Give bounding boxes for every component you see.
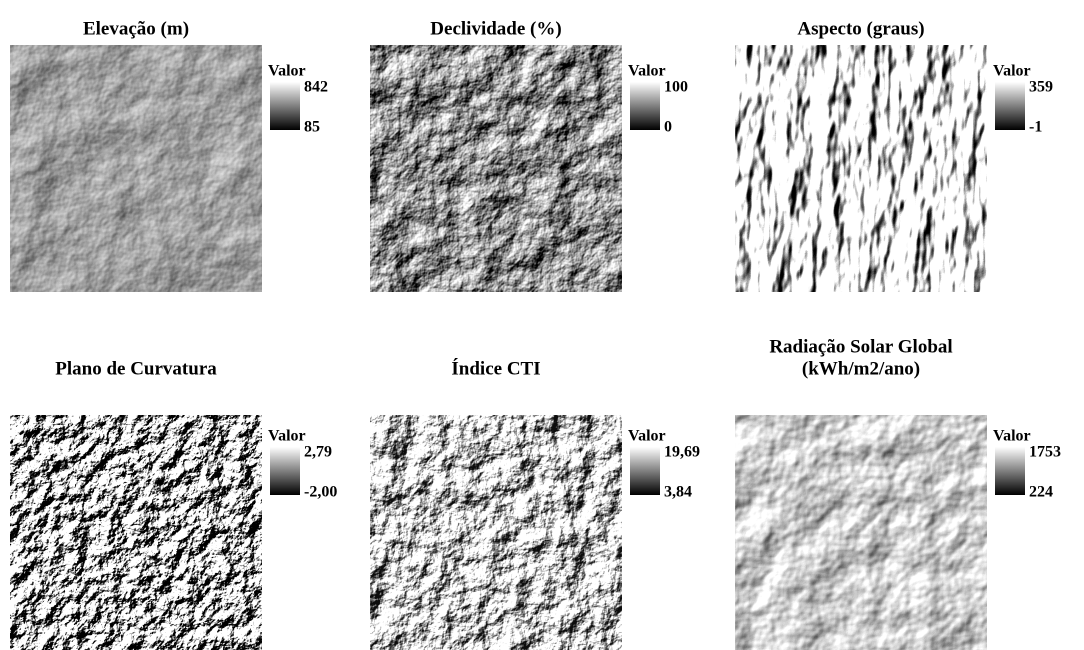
- legend-ramp: [630, 82, 660, 130]
- legend-max: 842: [304, 79, 328, 96]
- legend-max: 19,69: [664, 444, 700, 461]
- raster-map: [10, 45, 262, 292]
- panel-title: (kWh/m2/ano): [802, 358, 920, 379]
- legend-title: Valor: [628, 63, 666, 80]
- legend-title: Valor: [268, 428, 306, 445]
- legend-title: Valor: [993, 428, 1031, 445]
- panel-title: Aspecto (graus): [797, 18, 924, 39]
- panel-title: Declividade (%): [430, 18, 561, 39]
- legend-title: Valor: [268, 63, 306, 80]
- legend-ramp: [270, 447, 300, 495]
- legend-min: 3,84: [664, 484, 692, 501]
- legend-max: 359: [1029, 79, 1053, 96]
- legend-min: -2,00: [304, 484, 337, 501]
- legend-max: 1753: [1029, 444, 1061, 461]
- legend-min: 0: [664, 119, 672, 136]
- raster-map: [735, 45, 987, 292]
- raster-map: [370, 45, 622, 292]
- panel-title: Radiação Solar Global: [769, 336, 952, 357]
- legend-ramp: [995, 82, 1025, 130]
- legend-ramp: [270, 82, 300, 130]
- legend-ramp: [630, 447, 660, 495]
- legend-title: Valor: [993, 63, 1031, 80]
- legend-max: 2,79: [304, 444, 332, 461]
- legend-ramp: [995, 447, 1025, 495]
- panel-title: Elevação (m): [83, 18, 189, 39]
- figure: Elevação (m)Valor84285Declividade (%)Val…: [0, 0, 1084, 650]
- raster-map: [735, 415, 987, 650]
- panel-title: Plano de Curvatura: [55, 358, 217, 379]
- panel-title: Índice CTI: [451, 357, 540, 379]
- legend-title: Valor: [628, 428, 666, 445]
- raster-map: [370, 415, 622, 650]
- legend-max: 100: [664, 79, 688, 96]
- legend-min: 224: [1029, 484, 1053, 501]
- legend-min: -1: [1029, 119, 1042, 136]
- raster-map: [10, 415, 262, 650]
- legend-min: 85: [304, 119, 320, 136]
